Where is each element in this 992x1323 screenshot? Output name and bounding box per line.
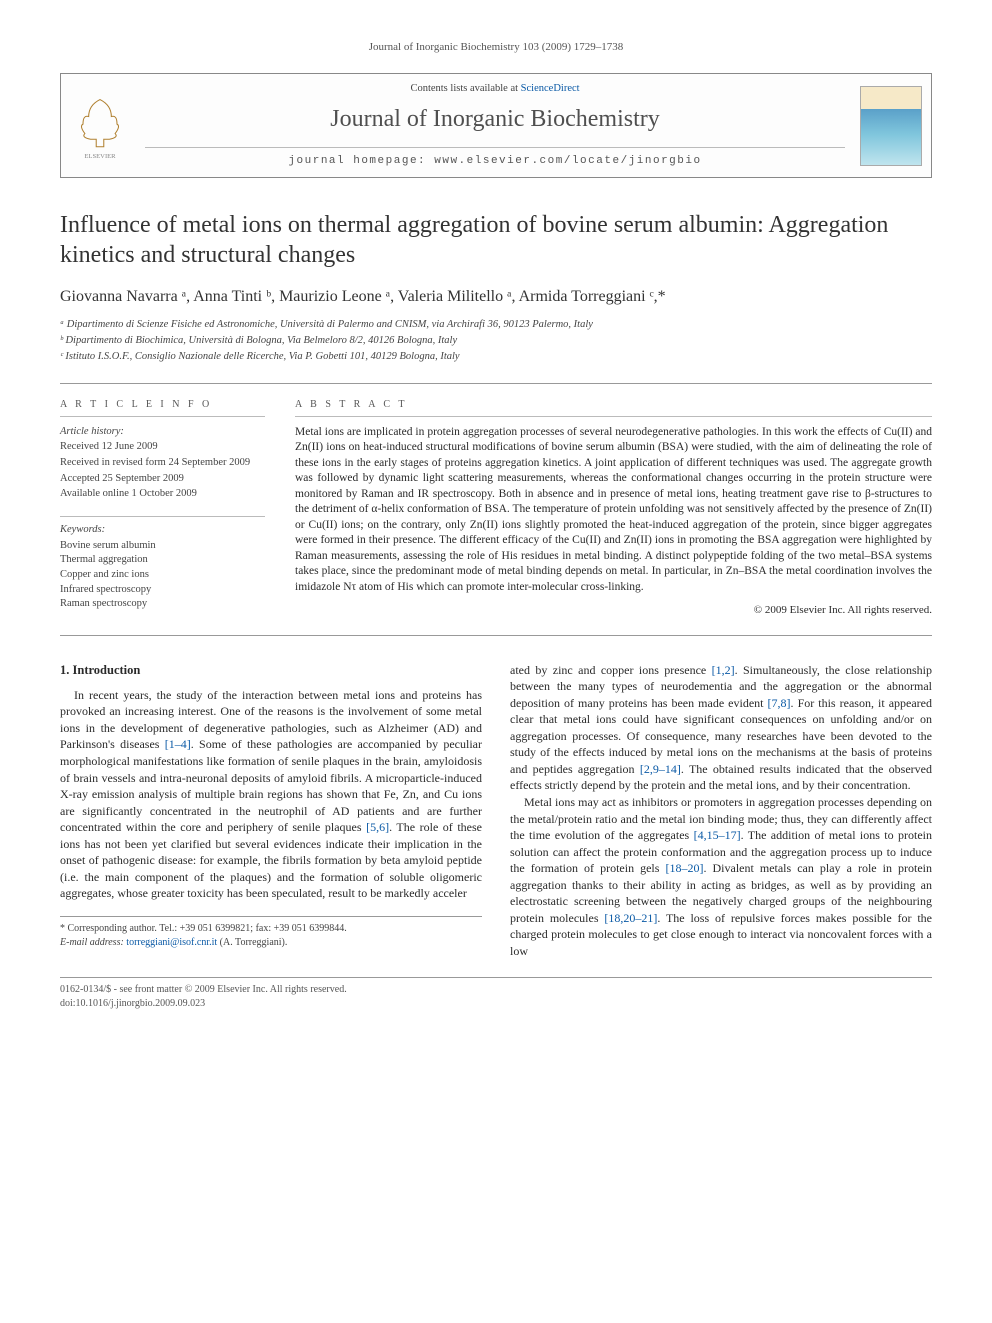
history-accepted: Accepted 25 September 2009	[60, 472, 265, 487]
page-footer: 0162-0134/$ - see front matter © 2009 El…	[60, 977, 932, 1011]
article-info-head: A R T I C L E I N F O	[60, 398, 265, 417]
contents-prefix: Contents lists available at	[410, 83, 520, 94]
info-abstract-row: A R T I C L E I N F O Article history: R…	[60, 383, 932, 636]
paragraph-3: Metal ions may act as inhibitors or prom…	[510, 794, 932, 959]
footer-doi: doi:10.1016/j.jinorgbio.2009.09.023	[60, 997, 932, 1011]
svg-text:ELSEVIER: ELSEVIER	[84, 153, 116, 160]
history-online: Available online 1 October 2009	[60, 487, 265, 502]
section-1-head: 1. Introduction	[60, 662, 482, 679]
history-revised: Received in revised form 24 September 20…	[60, 456, 265, 471]
cite-2-9-14[interactable]: [2,9–14]	[640, 762, 681, 776]
affiliation-b: ᵇ Dipartimento di Biochimica, Università…	[60, 334, 932, 349]
paragraph-1: In recent years, the study of the intera…	[60, 687, 482, 902]
history-received: Received 12 June 2009	[60, 440, 265, 455]
cite-4-15-17[interactable]: [4,15–17]	[694, 828, 741, 842]
elsevier-logo: ELSEVIER	[61, 74, 139, 177]
journal-name: Journal of Inorganic Biochemistry	[145, 103, 845, 137]
journal-homepage: journal homepage: www.elsevier.com/locat…	[145, 147, 845, 169]
keyword-0: Bovine serum albumin	[60, 539, 265, 554]
contents-line: Contents lists available at ScienceDirec…	[145, 82, 845, 97]
tree-icon: ELSEVIER	[71, 92, 129, 160]
journal-header: ELSEVIER Contents lists available at Sci…	[60, 73, 932, 178]
history-label: Article history:	[60, 425, 265, 440]
abstract-head: A B S T R A C T	[295, 398, 932, 417]
journal-cover-thumbnail	[860, 86, 922, 166]
affiliation-a: ᵃ Dipartimento di Scienze Fisiche ed Ast…	[60, 318, 932, 333]
correspondence-footnote: * Corresponding author. Tel.: +39 051 63…	[60, 916, 482, 950]
footer-copyright: 0162-0134/$ - see front matter © 2009 El…	[60, 983, 932, 997]
keyword-3: Infrared spectroscopy	[60, 583, 265, 598]
cite-5-6[interactable]: [5,6]	[366, 820, 389, 834]
email-tail: (A. Torreggiani).	[217, 937, 287, 948]
corr-email-link[interactable]: torreggiani@isof.cnr.it	[126, 937, 217, 948]
page-root: Journal of Inorganic Biochemistry 103 (2…	[0, 0, 992, 1041]
corr-email-line: E-mail address: torreggiani@isof.cnr.it …	[60, 936, 482, 950]
corr-line-1: * Corresponding author. Tel.: +39 051 63…	[60, 922, 482, 936]
cover-thumbnail-wrap	[851, 74, 931, 177]
sciencedirect-link[interactable]: ScienceDirect	[521, 83, 580, 94]
keyword-1: Thermal aggregation	[60, 553, 265, 568]
affiliation-c: ᶜ Istituto I.S.O.F., Consiglio Nazionale…	[60, 350, 932, 365]
article-title: Influence of metal ions on thermal aggre…	[60, 210, 932, 270]
keywords-label: Keywords:	[60, 516, 265, 538]
header-center: Contents lists available at ScienceDirec…	[139, 74, 851, 177]
abstract: A B S T R A C T Metal ions are implicate…	[295, 398, 932, 619]
body-columns: 1. Introduction In recent years, the stu…	[60, 662, 932, 960]
running-head: Journal of Inorganic Biochemistry 103 (2…	[60, 40, 932, 55]
cite-18-20[interactable]: [18–20]	[665, 861, 703, 875]
cite-18-20-21[interactable]: [18,20–21]	[604, 911, 657, 925]
author-list: Giovanna Navarra ᵃ, Anna Tinti ᵇ, Mauriz…	[60, 286, 932, 308]
p2-text-a: ated by zinc and copper ions presence	[510, 663, 712, 677]
email-label: E-mail address:	[60, 937, 126, 948]
cite-1-2[interactable]: [1,2]	[712, 663, 735, 677]
article-info: A R T I C L E I N F O Article history: R…	[60, 398, 265, 619]
abstract-body: Metal ions are implicated in protein agg…	[295, 425, 932, 596]
abstract-copyright: © 2009 Elsevier Inc. All rights reserved…	[295, 603, 932, 618]
keyword-4: Raman spectroscopy	[60, 597, 265, 612]
cite-7-8[interactable]: [7,8]	[768, 696, 791, 710]
cite-1-4[interactable]: [1–4]	[165, 737, 191, 751]
keyword-2: Copper and zinc ions	[60, 568, 265, 583]
affiliations: ᵃ Dipartimento di Scienze Fisiche ed Ast…	[60, 318, 932, 364]
paragraph-2: ated by zinc and copper ions presence [1…	[510, 662, 932, 794]
